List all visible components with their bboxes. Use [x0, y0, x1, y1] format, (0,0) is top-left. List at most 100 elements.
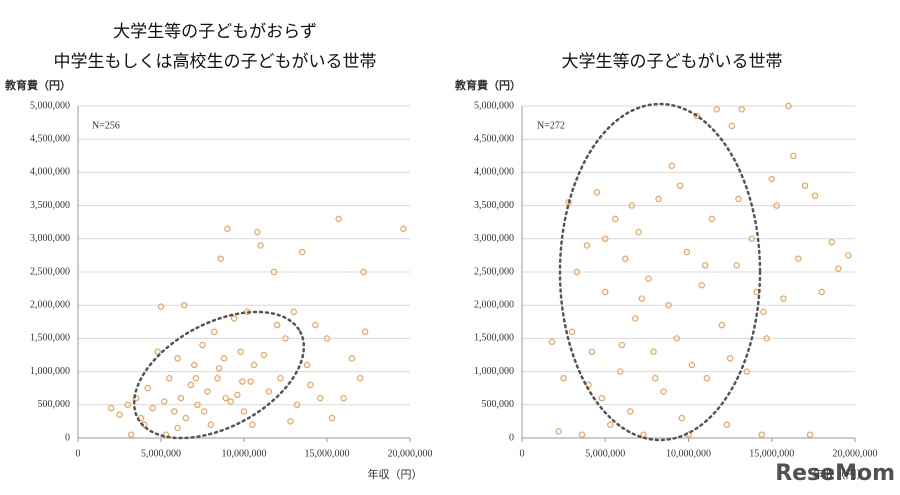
point [735, 195, 742, 203]
y-tick-label: 5,000,000 [474, 100, 514, 111]
point [298, 248, 306, 256]
point [583, 242, 591, 249]
point [845, 252, 852, 259]
point [618, 341, 626, 349]
point [222, 394, 229, 402]
point [149, 404, 156, 412]
point [328, 414, 336, 422]
point [678, 414, 686, 422]
point [161, 398, 168, 405]
point [166, 375, 173, 382]
point [773, 202, 780, 209]
y-tick-label: 3,500,000 [474, 200, 514, 211]
point [612, 215, 619, 223]
point [701, 262, 709, 269]
point [708, 215, 716, 223]
point [650, 348, 657, 355]
x-tick-label: 10,000,000 [222, 448, 267, 459]
x-tick-label: 5,000,000 [141, 448, 181, 459]
highlight-ellipse [132, 310, 306, 440]
point [718, 321, 726, 329]
point [568, 328, 576, 335]
y-tick-label: 2,000,000 [474, 299, 514, 310]
point [340, 394, 347, 402]
y-tick-label: 500,000 [482, 399, 515, 410]
point [763, 335, 770, 342]
y-tick-label: 2,000,000 [30, 299, 70, 310]
y-axis-label: 教育費（円） [454, 78, 521, 92]
point [622, 255, 629, 262]
point [194, 401, 201, 408]
point [638, 295, 646, 302]
point [250, 361, 258, 369]
x-tick-label: 10,000,000 [666, 448, 711, 459]
y-tick-label: 2,500,000 [474, 266, 514, 277]
y-tick-label: 4,500,000 [474, 133, 514, 144]
x-tick-label: 15,000,000 [305, 448, 350, 459]
y-tick-label: 3,500,000 [30, 200, 70, 211]
point [828, 238, 835, 246]
point [811, 192, 819, 199]
x-tick-label: 5,000,000 [585, 448, 625, 459]
y-tick-label: 2,500,000 [30, 266, 70, 277]
point [573, 268, 581, 276]
point [635, 228, 642, 236]
point [240, 408, 248, 415]
point [560, 375, 567, 382]
annotation: N=272 [537, 120, 565, 131]
point [652, 375, 659, 382]
point [174, 424, 181, 432]
y-tick-label: 4,500,000 [30, 133, 70, 144]
point [307, 381, 314, 389]
point [177, 394, 185, 402]
point [214, 375, 221, 382]
point [806, 431, 814, 438]
y-tick-label: 1,500,000 [30, 333, 70, 344]
point [312, 321, 319, 329]
point [207, 421, 214, 428]
point [593, 189, 601, 196]
point [127, 431, 135, 438]
x-tick-label: 15,000,000 [749, 448, 794, 459]
point [124, 401, 132, 408]
point [247, 378, 254, 385]
point [713, 106, 721, 113]
point [217, 255, 224, 262]
chart-title: 大学生等の子どもがおらず [113, 22, 317, 42]
point [162, 431, 170, 438]
point [655, 195, 662, 203]
point [287, 418, 294, 425]
point [723, 421, 730, 428]
point [290, 308, 297, 316]
point [224, 225, 231, 233]
point [617, 368, 624, 375]
x-tick-label: 20,000,000 [388, 448, 433, 459]
point [748, 235, 755, 242]
y-axis-label: 教育費（円） [4, 78, 71, 92]
point [317, 394, 324, 402]
point [360, 268, 367, 276]
point [348, 355, 356, 362]
annotation: N=256 [92, 120, 120, 131]
point [660, 388, 667, 395]
point [361, 328, 369, 335]
point [192, 375, 200, 382]
point [790, 152, 797, 159]
point [780, 295, 787, 302]
point [683, 248, 691, 256]
point [665, 302, 672, 309]
point [668, 162, 676, 169]
point [199, 341, 206, 349]
point [116, 411, 123, 418]
point [733, 262, 740, 269]
point [578, 431, 586, 438]
point [835, 265, 842, 272]
point [726, 355, 734, 362]
point [182, 414, 190, 422]
point [210, 328, 218, 335]
point [728, 122, 735, 130]
point [698, 282, 706, 289]
point [200, 408, 208, 415]
x-tick-label: 0 [76, 448, 81, 459]
